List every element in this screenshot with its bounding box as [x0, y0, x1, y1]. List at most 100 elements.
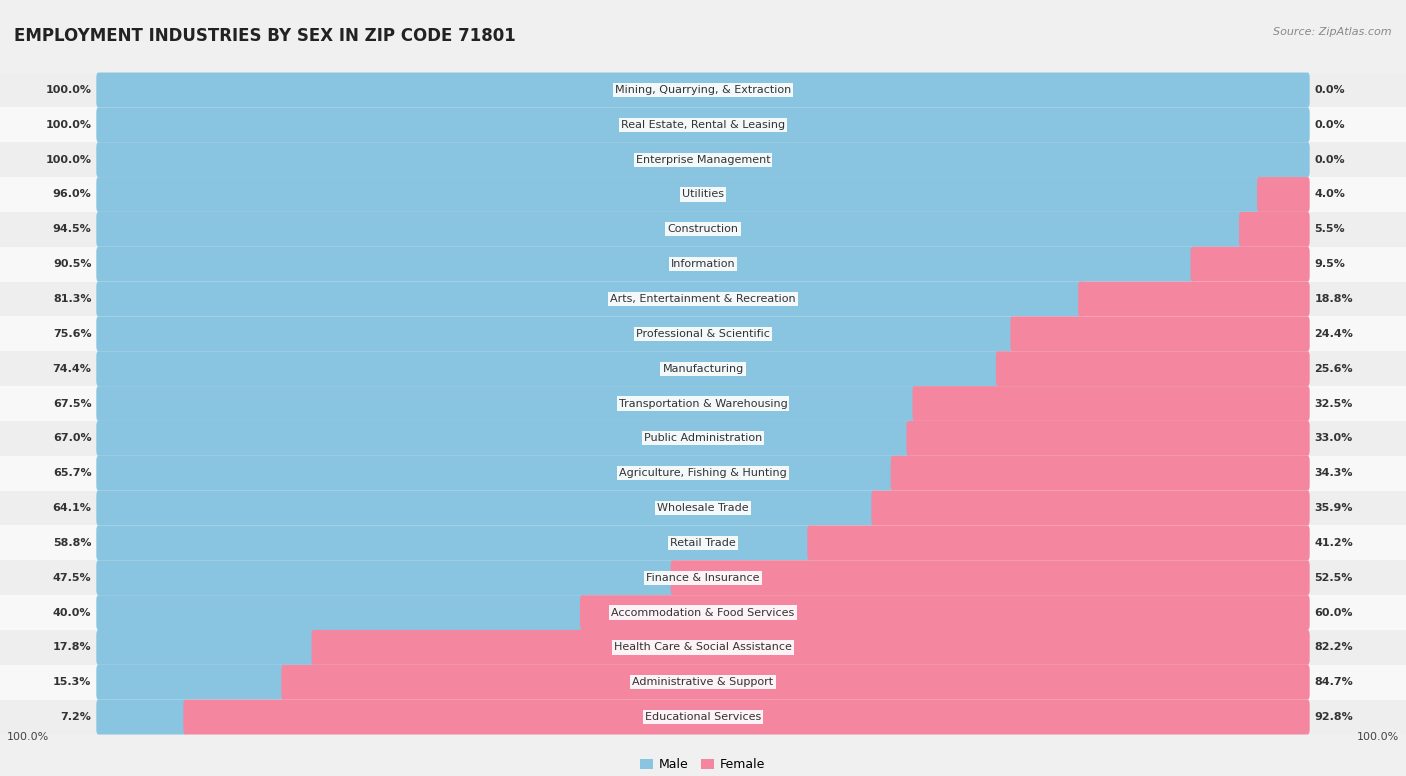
Bar	[0, 107, 1406, 142]
Text: 4.0%: 4.0%	[1315, 189, 1346, 199]
Text: 60.0%: 60.0%	[1315, 608, 1353, 618]
FancyBboxPatch shape	[96, 352, 1000, 386]
Text: 32.5%: 32.5%	[1315, 399, 1353, 408]
Text: Wholesale Trade: Wholesale Trade	[657, 503, 749, 513]
Text: 24.4%: 24.4%	[1315, 329, 1354, 339]
Text: 25.6%: 25.6%	[1315, 364, 1353, 374]
Text: 75.6%: 75.6%	[53, 329, 91, 339]
Text: Mining, Quarrying, & Extraction: Mining, Quarrying, & Extraction	[614, 85, 792, 95]
Text: 74.4%: 74.4%	[52, 364, 91, 374]
FancyBboxPatch shape	[96, 630, 316, 665]
Text: 0.0%: 0.0%	[1315, 85, 1346, 95]
FancyBboxPatch shape	[96, 595, 585, 630]
Text: 100.0%: 100.0%	[7, 733, 49, 742]
Text: Real Estate, Rental & Leasing: Real Estate, Rental & Leasing	[621, 120, 785, 130]
FancyBboxPatch shape	[96, 177, 1261, 212]
FancyBboxPatch shape	[1257, 177, 1309, 212]
FancyBboxPatch shape	[96, 490, 876, 525]
Bar	[0, 560, 1406, 595]
FancyBboxPatch shape	[581, 595, 1310, 630]
Text: 58.8%: 58.8%	[53, 538, 91, 548]
FancyBboxPatch shape	[807, 525, 1310, 560]
Text: Source: ZipAtlas.com: Source: ZipAtlas.com	[1274, 27, 1392, 37]
Bar	[0, 490, 1406, 525]
FancyBboxPatch shape	[912, 386, 1309, 421]
FancyBboxPatch shape	[96, 247, 1195, 282]
Text: 90.5%: 90.5%	[53, 259, 91, 269]
Bar	[0, 630, 1406, 665]
FancyBboxPatch shape	[1011, 317, 1310, 352]
Bar	[0, 177, 1406, 212]
Text: 84.7%: 84.7%	[1315, 677, 1354, 688]
FancyBboxPatch shape	[96, 212, 1243, 247]
Bar	[0, 665, 1406, 700]
FancyBboxPatch shape	[872, 490, 1310, 525]
Text: Information: Information	[671, 259, 735, 269]
Text: 0.0%: 0.0%	[1315, 120, 1346, 130]
FancyBboxPatch shape	[96, 72, 1309, 107]
FancyBboxPatch shape	[183, 700, 1309, 735]
Text: 96.0%: 96.0%	[52, 189, 91, 199]
Text: 5.5%: 5.5%	[1315, 224, 1346, 234]
FancyBboxPatch shape	[995, 352, 1309, 386]
Text: Agriculture, Fishing & Hunting: Agriculture, Fishing & Hunting	[619, 468, 787, 478]
FancyBboxPatch shape	[96, 107, 1309, 142]
Text: 92.8%: 92.8%	[1315, 712, 1354, 722]
FancyBboxPatch shape	[1078, 282, 1309, 317]
Text: Arts, Entertainment & Recreation: Arts, Entertainment & Recreation	[610, 294, 796, 304]
Text: 94.5%: 94.5%	[52, 224, 91, 234]
Text: 82.2%: 82.2%	[1315, 643, 1353, 653]
Text: Utilities: Utilities	[682, 189, 724, 199]
Text: 7.2%: 7.2%	[60, 712, 91, 722]
Bar	[0, 421, 1406, 456]
Text: 40.0%: 40.0%	[53, 608, 91, 618]
Bar	[0, 456, 1406, 490]
Text: Finance & Insurance: Finance & Insurance	[647, 573, 759, 583]
Text: 100.0%: 100.0%	[45, 120, 91, 130]
Legend: Male, Female: Male, Female	[636, 753, 770, 776]
Text: 9.5%: 9.5%	[1315, 259, 1346, 269]
Bar	[0, 317, 1406, 352]
Text: Educational Services: Educational Services	[645, 712, 761, 722]
Text: Transportation & Warehousing: Transportation & Warehousing	[619, 399, 787, 408]
Text: 100.0%: 100.0%	[45, 85, 91, 95]
FancyBboxPatch shape	[96, 560, 675, 595]
Text: 65.7%: 65.7%	[53, 468, 91, 478]
Text: Enterprise Management: Enterprise Management	[636, 154, 770, 165]
Bar	[0, 386, 1406, 421]
Text: 18.8%: 18.8%	[1315, 294, 1353, 304]
Bar	[0, 595, 1406, 630]
Text: 81.3%: 81.3%	[53, 294, 91, 304]
FancyBboxPatch shape	[96, 317, 1015, 352]
FancyBboxPatch shape	[281, 665, 1310, 700]
FancyBboxPatch shape	[891, 456, 1310, 490]
Bar	[0, 525, 1406, 560]
FancyBboxPatch shape	[671, 560, 1310, 595]
Text: 34.3%: 34.3%	[1315, 468, 1353, 478]
FancyBboxPatch shape	[1239, 212, 1309, 247]
Bar	[0, 282, 1406, 317]
Text: 67.5%: 67.5%	[53, 399, 91, 408]
Text: Manufacturing: Manufacturing	[662, 364, 744, 374]
Text: 100.0%: 100.0%	[45, 154, 91, 165]
Text: 64.1%: 64.1%	[52, 503, 91, 513]
Text: 15.3%: 15.3%	[53, 677, 91, 688]
Text: Professional & Scientific: Professional & Scientific	[636, 329, 770, 339]
Text: 35.9%: 35.9%	[1315, 503, 1353, 513]
Text: 41.2%: 41.2%	[1315, 538, 1354, 548]
Bar	[0, 72, 1406, 107]
FancyBboxPatch shape	[96, 386, 917, 421]
Text: Retail Trade: Retail Trade	[671, 538, 735, 548]
Text: 67.0%: 67.0%	[53, 433, 91, 443]
Text: 100.0%: 100.0%	[1357, 733, 1399, 742]
Text: 17.8%: 17.8%	[53, 643, 91, 653]
Text: 52.5%: 52.5%	[1315, 573, 1353, 583]
Text: Health Care & Social Assistance: Health Care & Social Assistance	[614, 643, 792, 653]
Bar	[0, 142, 1406, 177]
FancyBboxPatch shape	[96, 700, 187, 735]
FancyBboxPatch shape	[312, 630, 1310, 665]
Bar	[0, 247, 1406, 282]
Text: Administrative & Support: Administrative & Support	[633, 677, 773, 688]
FancyBboxPatch shape	[96, 525, 811, 560]
FancyBboxPatch shape	[96, 142, 1309, 177]
